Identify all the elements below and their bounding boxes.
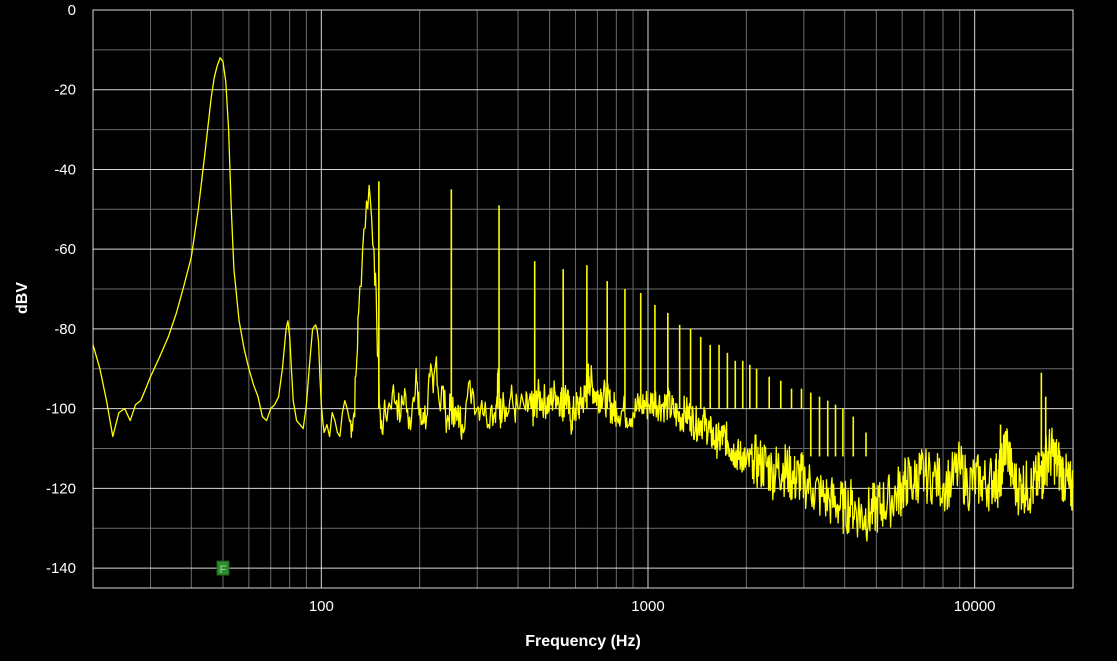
plot-frame: [92, 9, 1074, 589]
series-layer: [92, 57, 1074, 542]
y-tick-label: -60: [54, 241, 76, 258]
tick-labels: 0 -20 -40 -60 -80 -100 -120 -140 100 1000 10000: [46, 2, 996, 615]
y-tick-label: 0: [68, 2, 76, 19]
y-tick-label: -80: [54, 321, 76, 338]
x-tick-label: 100: [309, 598, 334, 615]
gridlines: [92, 9, 1074, 589]
spectrum-trace: [92, 57, 1074, 542]
y-tick-label: -20: [54, 82, 76, 99]
fundamental-marker: [216, 560, 230, 576]
x-tick-label: 1000: [631, 598, 664, 615]
x-axis-title: Frequency (Hz): [525, 633, 641, 650]
y-axis-title: dBV: [14, 282, 31, 314]
marker-layer: F: [216, 560, 230, 576]
x-tick-label: 10000: [954, 598, 996, 615]
y-tick-label: -140: [46, 560, 76, 577]
y-tick-label: -120: [46, 480, 76, 497]
fundamental-marker-label: F: [220, 564, 227, 576]
y-tick-label: -40: [54, 161, 76, 178]
y-tick-label: -100: [46, 401, 76, 418]
